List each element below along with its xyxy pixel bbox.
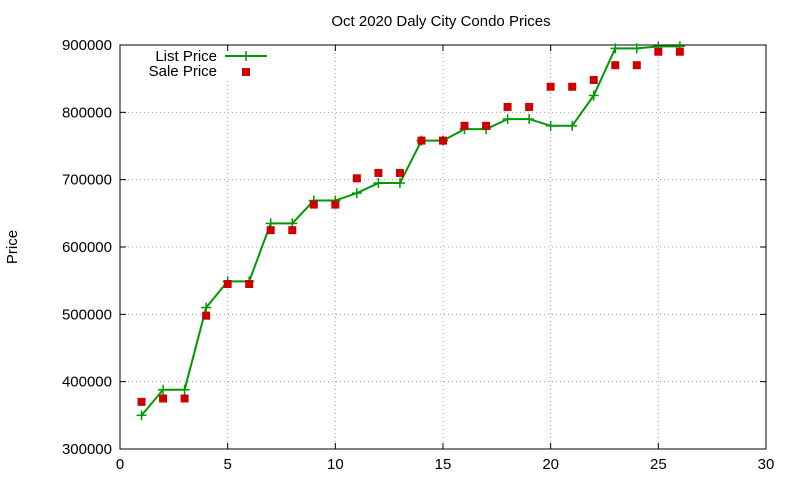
legend-label-list-price: List Price [155, 48, 217, 65]
sale-price-point [288, 226, 297, 235]
sale-price-point [589, 76, 598, 85]
sale-price-point [546, 82, 555, 91]
legend-label-sale-price: Sale Price [149, 63, 217, 80]
x-tick-label: 10 [327, 456, 344, 473]
list-price-point [351, 188, 362, 199]
chart-title: Oct 2020 Daly City Condo Prices [331, 13, 550, 30]
list-price-point [136, 410, 147, 421]
sale-price-point [180, 394, 189, 403]
data-layer [136, 41, 685, 421]
sale-price-point [439, 136, 447, 145]
sale-price-point [417, 136, 426, 145]
list-price-point [394, 178, 405, 189]
list-price-point [567, 120, 578, 131]
y-tick-label: 700000 [62, 172, 112, 189]
legend-marker-sale-price [242, 68, 250, 76]
grid-lines [120, 45, 766, 449]
list-price-point [201, 302, 212, 313]
list-price-point [179, 384, 190, 395]
x-tick-label: 15 [435, 456, 452, 473]
y-tick-label: 800000 [62, 104, 112, 121]
sale-price-point [137, 397, 146, 406]
sale-price-point [374, 168, 383, 177]
legend-background [140, 46, 280, 80]
list-price-line [140, 45, 680, 416]
x-tick-label: 5 [223, 456, 231, 473]
x-tick-label: 25 [650, 456, 667, 473]
list-price-point [373, 178, 384, 189]
y-tick-label: 600000 [62, 239, 112, 256]
list-price-point [502, 114, 513, 125]
list-price-point [610, 43, 621, 54]
x-tick-label: 0 [116, 456, 124, 473]
sale-price-point [223, 280, 232, 289]
sale-price-point [632, 61, 641, 70]
list-price-point [158, 384, 169, 395]
sale-price-point [460, 121, 469, 130]
sale-price-point [503, 102, 512, 111]
sale-price-point [309, 200, 318, 209]
y-tick-label: 500000 [62, 306, 112, 323]
list-price-point [524, 114, 535, 125]
sale-price-point [159, 394, 168, 403]
sale-price-point [568, 82, 577, 91]
sale-price-point [331, 200, 340, 209]
list-price-point [631, 43, 642, 54]
axes: 0 5 10 15 20 25 30 300000 400000 500000 600000 7000… [62, 37, 774, 473]
sale-price-point [525, 102, 534, 111]
list-price-point [588, 90, 599, 101]
x-tick-label: 30 [758, 456, 775, 473]
sale-price-point [266, 226, 275, 235]
legend-marker-list-price [241, 51, 251, 61]
sale-price-point [245, 280, 254, 289]
y-axis-label: Price [4, 230, 21, 264]
sale-price-point [611, 61, 620, 70]
sale-price-point [395, 168, 404, 177]
x-tick-label: 20 [542, 456, 559, 473]
sale-price-point [482, 121, 491, 130]
y-tick-label: 900000 [62, 37, 112, 54]
y-tick-label: 400000 [62, 374, 112, 391]
y-tick-label: 300000 [62, 441, 112, 458]
list-price-point [545, 120, 556, 131]
sale-price-point [352, 174, 361, 183]
sale-price-point [675, 47, 684, 56]
sale-price-point [654, 47, 663, 56]
sale-price-point [202, 311, 211, 320]
